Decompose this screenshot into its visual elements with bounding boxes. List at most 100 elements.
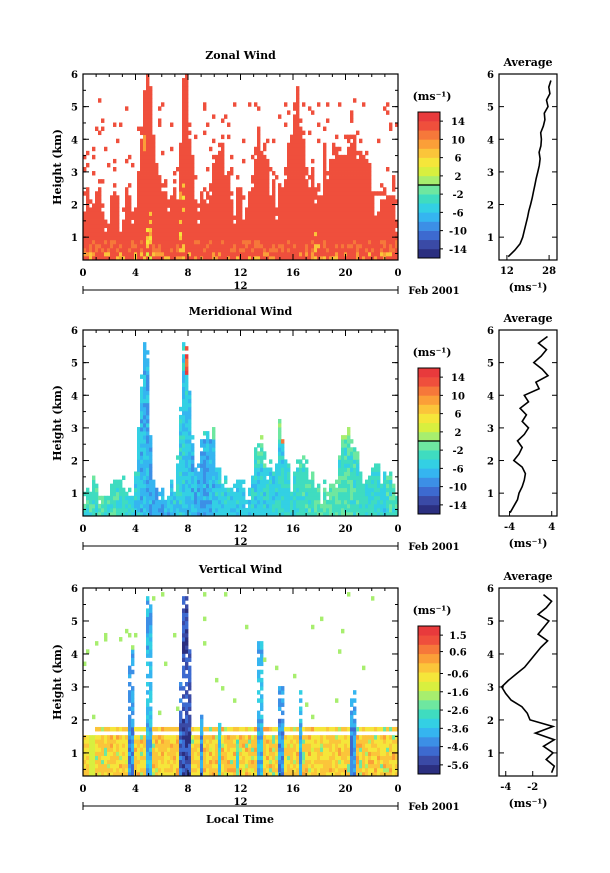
heatmap-cell [341, 439, 345, 444]
heatmap-cell [353, 162, 357, 168]
heatmap-cell [191, 247, 195, 253]
heatmap-cell [182, 596, 186, 601]
heatmap-cell [209, 203, 213, 208]
heatmap-cell [368, 255, 372, 261]
heatmap-cell [143, 354, 147, 359]
panel-title: Vertical Wind [198, 563, 283, 576]
heatmap-cell [206, 255, 210, 261]
heatmap-cell [83, 251, 87, 257]
heatmap-cell [296, 511, 300, 517]
heatmap-cell [185, 747, 189, 752]
heatmap-cell [284, 499, 288, 505]
heatmap-cell [314, 507, 318, 513]
colorbar-swatch [418, 431, 440, 442]
heatmap-cell [113, 755, 117, 761]
heatmap-cell [167, 507, 171, 513]
heatmap-cell [140, 495, 144, 501]
heatmap-cell [344, 223, 348, 229]
heatmap-cell [110, 247, 114, 253]
colorbar-swatch [418, 459, 440, 469]
heatmap-cell [314, 511, 318, 517]
x-tick-label: 16 [286, 268, 300, 279]
heatmap-cell [203, 463, 207, 468]
heatmap-cell [374, 463, 378, 468]
heatmap-cell [275, 227, 279, 233]
heatmap-cell [89, 207, 93, 212]
heatmap-cell [149, 455, 153, 460]
heatmap-cell [185, 390, 189, 396]
heatmap-cell [278, 223, 282, 229]
heatmap-cell [284, 239, 288, 245]
heatmap-cell [371, 511, 375, 517]
heatmap-cell [179, 507, 183, 513]
heatmap-cell [164, 507, 168, 513]
heatmap-cell [188, 649, 192, 654]
heatmap-cell [113, 767, 117, 773]
heatmap-cell [272, 211, 276, 216]
heatmap-cell [200, 491, 204, 497]
heatmap-cell [152, 763, 156, 769]
heatmap-cell [134, 747, 138, 752]
heatmap-cell [254, 483, 258, 489]
heatmap-cell [158, 122, 162, 127]
heatmap-cell [266, 503, 270, 509]
heatmap-cell [146, 649, 150, 654]
heatmap-cell [380, 251, 384, 257]
heatmap-cell [302, 231, 306, 237]
heatmap-cell [371, 227, 375, 233]
heatmap-cell [308, 507, 312, 513]
heatmap-cell [104, 235, 108, 241]
heatmap-cell [272, 251, 276, 257]
heatmap-cell [131, 771, 135, 777]
heatmap-cell [275, 483, 279, 489]
heatmap-cell [170, 755, 174, 761]
heatmap-cell [278, 455, 282, 460]
heatmap-cell [212, 191, 216, 196]
heatmap-cell [122, 235, 126, 241]
heatmap-cell [203, 199, 207, 204]
heatmap-cell [188, 653, 192, 658]
heatmap-cell [107, 235, 111, 241]
heatmap-cell [215, 491, 219, 497]
heatmap-cell [344, 491, 348, 497]
heatmap-cell [269, 763, 273, 769]
heatmap-cell [218, 511, 222, 517]
heatmap-cell [356, 495, 360, 501]
heatmap-cell [215, 677, 219, 683]
heatmap-cell [104, 767, 108, 773]
heatmap-cell [266, 219, 270, 225]
heatmap-cell [206, 447, 210, 452]
heatmap-cell [290, 146, 294, 152]
heatmap-cell [164, 183, 168, 188]
heatmap-cell [266, 726, 270, 732]
heatmap-cell [335, 199, 339, 204]
heatmap-cell [158, 751, 162, 756]
heatmap-cell [242, 739, 246, 744]
heatmap-cell [188, 706, 192, 712]
heatmap-cell [179, 414, 183, 420]
heatmap-cell [179, 195, 183, 200]
heatmap-cell [209, 763, 213, 769]
heatmap-cell [125, 255, 129, 261]
heatmap-cell [137, 759, 141, 765]
heatmap-cell [122, 739, 126, 744]
heatmap-cell [326, 499, 330, 505]
heatmap-cell [305, 195, 309, 200]
heatmap-cell [242, 495, 246, 501]
heatmap-cell [92, 479, 96, 485]
heatmap-cell [182, 475, 186, 481]
heatmap-cell [197, 755, 201, 761]
heatmap-cell [146, 714, 150, 720]
heatmap-cell [158, 726, 162, 732]
heatmap-cell [275, 471, 279, 476]
heatmap-cell [242, 239, 246, 245]
heatmap-cell [98, 219, 102, 225]
heatmap-cell [221, 231, 225, 237]
heatmap-cell [101, 495, 105, 501]
heatmap-cell [311, 243, 315, 249]
heatmap-cell [152, 755, 156, 761]
heatmap-cell [293, 503, 297, 509]
heatmap-cell [230, 751, 234, 756]
heatmap-cell [350, 247, 354, 253]
